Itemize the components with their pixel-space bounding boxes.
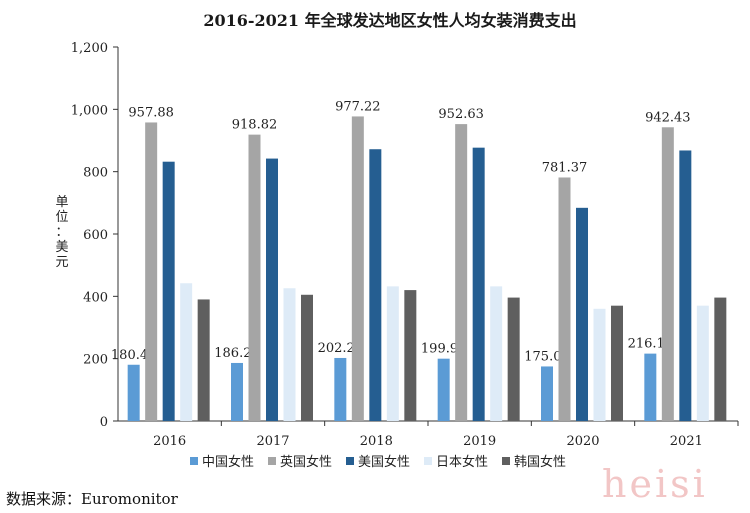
legend-swatch: [346, 457, 354, 465]
legend-swatch: [502, 457, 510, 465]
y-tick-label: 200: [83, 353, 108, 368]
legend-label: 美国女性: [358, 454, 410, 470]
bar-2017-2: [266, 158, 278, 421]
data-label: 942.43: [645, 110, 691, 125]
data-label: 918.82: [232, 118, 278, 133]
bar-2021-0: [644, 353, 657, 421]
y-tick-label: 1,000: [71, 103, 108, 118]
x-category-label: 2016: [153, 434, 186, 449]
y-tick-label: 800: [83, 166, 108, 181]
y-tick-label: 0: [100, 415, 108, 430]
y-axis-label-char: 元: [55, 255, 68, 270]
data-label: 186.22: [214, 346, 260, 361]
data-label: 977.22: [335, 99, 381, 114]
source-note: 数据来源：Euromonitor: [6, 490, 178, 508]
bar-2019-4: [507, 297, 520, 421]
bar-2019-0: [437, 358, 450, 421]
bar-2016-1: [145, 122, 158, 422]
watermark: heisi: [602, 462, 708, 506]
y-tick-label: 600: [83, 228, 108, 243]
bar-2021-2: [679, 150, 692, 421]
chart-title: 2016-2021 年全球发达地区女性人均女装消费支出: [203, 11, 576, 30]
x-category-label: 2021: [670, 434, 703, 449]
bar-2018-1: [351, 116, 364, 421]
bar-2016-0: [127, 364, 140, 421]
bar-2019-2: [472, 147, 485, 421]
legend-label: 韩国女性: [514, 454, 566, 470]
data-label: 957.88: [128, 105, 174, 120]
y-axis-label-char: 美: [55, 240, 68, 255]
bar-2020-3: [593, 308, 606, 421]
bar-2021-1: [661, 127, 674, 421]
data-label: 199.96: [421, 342, 467, 357]
bar-2017-3: [283, 288, 296, 421]
x-category-label: 2018: [360, 434, 393, 449]
x-category-label: 2020: [566, 434, 599, 449]
legend-label: 日本女性: [436, 454, 488, 470]
bar-2019-1: [455, 124, 468, 421]
bar-2019-3: [490, 286, 503, 421]
y-axis-label: 单位：美元: [55, 195, 68, 270]
bar-2018-3: [386, 286, 399, 421]
bar-2021-4: [714, 297, 727, 421]
legend-swatch: [190, 457, 198, 465]
bar-2020-1: [558, 177, 571, 421]
data-label: 781.37: [542, 160, 588, 175]
y-axis-label-char: 位: [55, 210, 68, 225]
bar-2017-4: [301, 294, 313, 421]
bar-2020-4: [611, 305, 623, 421]
y-tick-label: 1,200: [71, 41, 108, 56]
data-label: 202.26: [318, 341, 364, 356]
legend-label: 中国女性: [202, 454, 254, 470]
data-label: 952.63: [438, 107, 484, 122]
legend-label: 英国女性: [280, 454, 332, 470]
bar-2020-0: [541, 366, 553, 421]
bar-2018-0: [334, 357, 347, 421]
data-label: 175.04: [524, 349, 570, 364]
x-category-label: 2017: [256, 434, 289, 449]
bar-2016-2: [162, 161, 175, 421]
data-label: 180.48: [111, 348, 157, 363]
bar-2017-0: [231, 362, 243, 421]
bar-2016-3: [180, 283, 193, 421]
bar-2016-4: [197, 299, 210, 421]
bar-2021-3: [696, 305, 709, 421]
y-tick-label: 400: [83, 290, 108, 305]
data-label: 216.18: [628, 337, 674, 352]
legend-swatch: [424, 457, 432, 465]
y-axis-label-char: 单: [55, 195, 68, 210]
y-axis-label-char: ：: [55, 225, 68, 240]
bar-2018-2: [369, 149, 382, 421]
bar-2017-1: [248, 134, 261, 421]
x-category-label: 2019: [463, 434, 496, 449]
bar-2020-2: [576, 207, 588, 421]
bar-2018-4: [404, 290, 417, 421]
legend-swatch: [268, 457, 276, 465]
